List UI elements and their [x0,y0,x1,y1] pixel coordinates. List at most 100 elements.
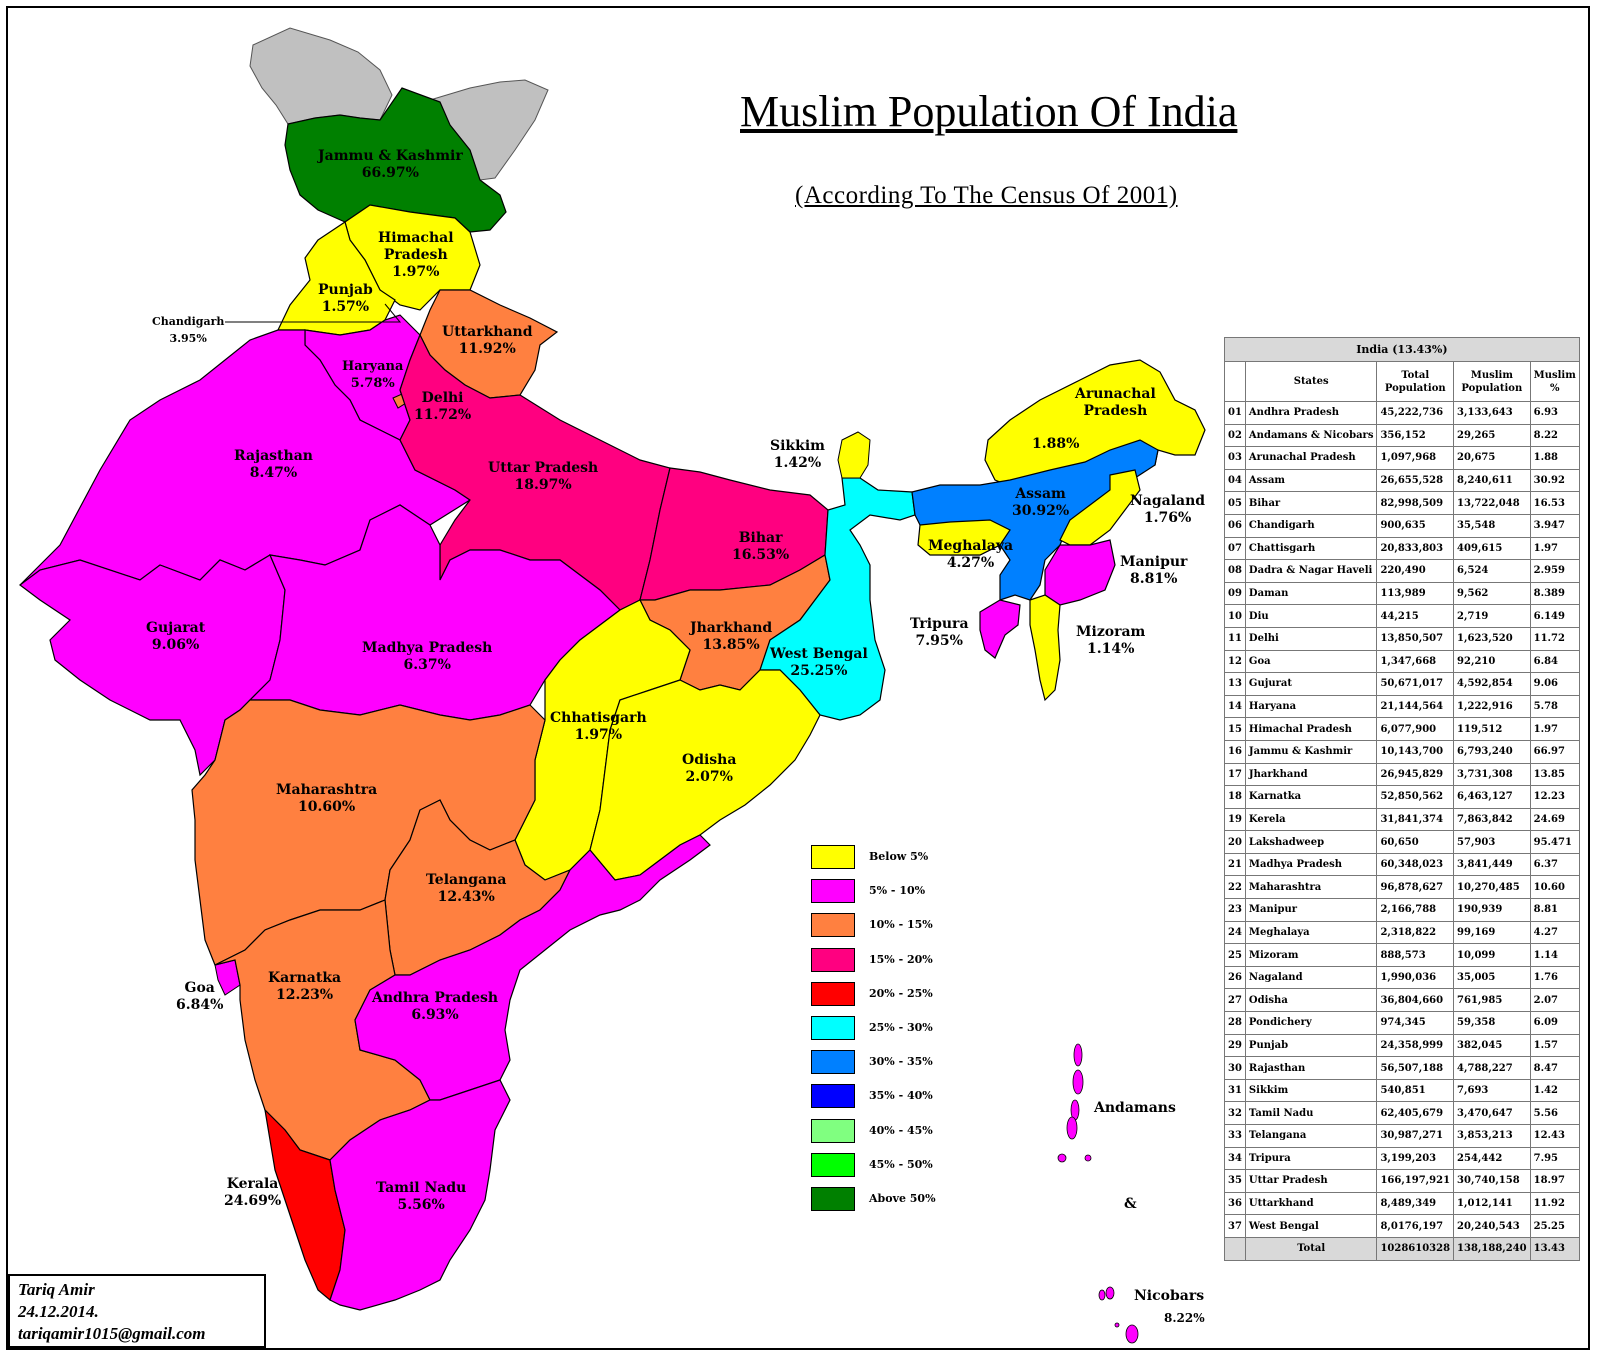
legend-label: 10% - 15% [869,918,933,932]
table-cell: 30 [1224,1056,1246,1080]
table-cell: 34 [1224,1146,1246,1171]
table-cell: 3,470,647 [1453,1101,1531,1125]
table-cell: 13,850,507 [1376,626,1455,651]
table-cell: 15 [1224,717,1246,741]
label-maharashtra: Maharashtra 10.60% [276,782,378,815]
legend-item: 40% - 45% [811,1118,1011,1147]
table-cell: 08 [1224,559,1246,583]
credit-email: tariqamir1015@gmail.com [18,1324,206,1343]
table-cell: Chandigarh [1244,513,1378,538]
table-cell: 20,240,543 [1453,1214,1531,1238]
legend-swatch [811,1016,855,1040]
table-cell: 761,985 [1453,988,1531,1013]
region-mizoram [1029,594,1061,702]
label-gujarat: Gujarat 9.06% [146,620,206,653]
table-row: 09 Daman 113,989 9,562 8.389 [1224,581,1580,606]
table-cell: 10,270,485 [1453,875,1531,900]
table-cell: 36 [1224,1191,1246,1216]
table-cell: 25 [1224,943,1246,967]
table-cell: Bihar [1244,491,1378,515]
table-cell: 23 [1224,898,1246,922]
label-mizoram: Mizoram 1.14% [1076,624,1146,657]
table-cell: 60,348,023 [1376,852,1455,877]
table-cell: Meghalaya [1244,920,1378,945]
region-meghalaya [917,519,1011,556]
table-cell: 26,945,829 [1376,762,1455,787]
label-goa: Goa 6.84% [176,980,224,1013]
table-cell: 35,005 [1453,965,1531,990]
table-cell: 66.97 [1529,739,1580,764]
table-cell: 30,987,271 [1376,1124,1455,1148]
table-row: 21 Madhya Pradesh 60,348,023 3,841,449 6.37 [1224,852,1580,877]
table-cell: 21,144,564 [1376,694,1455,719]
table-row: 35 Uttar Pradesh 166,197,921 30,740,158 18.9… [1224,1169,1580,1193]
table-cell: Maharashtra [1244,875,1378,900]
table-cell: Andhra Pradesh [1244,401,1378,425]
table-cell: 10,143,700 [1376,739,1455,764]
legend-swatch [811,1152,855,1177]
legend-item: 45% - 50% [811,1152,1011,1181]
table-cell: Haryana [1244,694,1378,719]
table-cell: 540,851 [1376,1078,1455,1103]
table-cell: 22 [1224,875,1246,900]
table-cell: Andamans & Nicobars [1244,423,1378,448]
table-row: 13 Gujurat 50,671,017 4,592,854 9.06 [1224,672,1580,696]
table-cell: 9,562 [1453,581,1531,606]
table-cell: 14 [1224,694,1246,719]
label-jk: Jammu & Kashmir 66.97% [318,148,463,181]
label-hp: Himachal Pradesh 1.97% [378,230,454,280]
legend-label: 20% - 25% [869,986,933,1000]
table-cell: 1.14 [1529,943,1580,967]
table-cell: Punjab [1244,1033,1378,1058]
col-muslim-pop: Muslim Population [1453,361,1531,402]
table-row: 07 Chattisgarh 20,833,803 409,615 1.97 [1224,536,1580,561]
legend-swatch [811,1187,855,1211]
table-cell: Goa [1244,649,1378,674]
legend-item: Below 5% [811,845,1011,873]
table-cell: 166,197,921 [1376,1169,1455,1193]
label-haryana: Haryana 5.78% [342,359,404,391]
table-cell: 6.09 [1529,1011,1580,1035]
legend-label: 30% - 35% [869,1055,933,1069]
table-cell: 25.25 [1529,1214,1580,1238]
legend-swatch [811,981,855,1006]
table-cell: 3,199,203 [1376,1146,1455,1171]
legend-swatch [811,1118,855,1143]
label-arunachal: Arunachal Pradesh [1075,386,1156,419]
table-cell: 11.72 [1529,626,1580,651]
credit-name: Tariq Amir [18,1280,95,1299]
table-cell: Manipur [1244,898,1378,922]
table-row: 12 Goa 1,347,668 92,210 6.84 [1224,649,1580,674]
region-odisha [589,669,821,881]
table-heading: India (13.43%) [1224,337,1580,362]
table-cell: Odisha [1244,988,1378,1013]
table-cell: 04 [1224,468,1246,493]
table-cell: 1.88 [1529,446,1580,470]
legend-swatch [811,1050,855,1075]
table-row: 01 Andhra Pradesh 45,222,736 3,133,643 6.93 [1224,401,1580,425]
table-cell: 57,903 [1453,830,1531,854]
table-cell: Jharkhand [1244,762,1378,787]
table-cell: 2,719 [1453,604,1531,628]
label-karnataka: Karnatka 12.23% [268,970,342,1003]
table-cell: 20,833,803 [1376,536,1455,561]
table-row: 31 Sikkim 540,851 7,693 1.42 [1224,1078,1580,1103]
region-wb [759,477,916,721]
table-cell: 4,592,854 [1453,672,1531,696]
table-cell: Daman [1244,581,1378,606]
legend-label: Below 5% [869,850,929,863]
label-andamans-amp: & [1124,1196,1137,1212]
table-cell: 33 [1224,1124,1246,1148]
table-row: 22 Maharashtra 96,878,627 10,270,485 10.60 [1224,875,1580,900]
table-row: 24 Meghalaya 2,318,822 99,169 4.27 [1224,920,1580,945]
table-cell: 3.947 [1529,513,1580,538]
table-cell: 356,152 [1376,423,1455,448]
label-mp: Madhya Pradesh 6.37% [362,640,493,673]
table-cell: 32 [1224,1101,1246,1125]
credit-date: 24.12.2014. [18,1302,99,1321]
table-cell: 10,099 [1453,943,1531,967]
table-cell: 9.06 [1529,672,1580,696]
col-total: Total Population [1376,361,1455,402]
table-cell: Mizoram [1244,943,1378,967]
table-cell: 09 [1224,581,1246,606]
